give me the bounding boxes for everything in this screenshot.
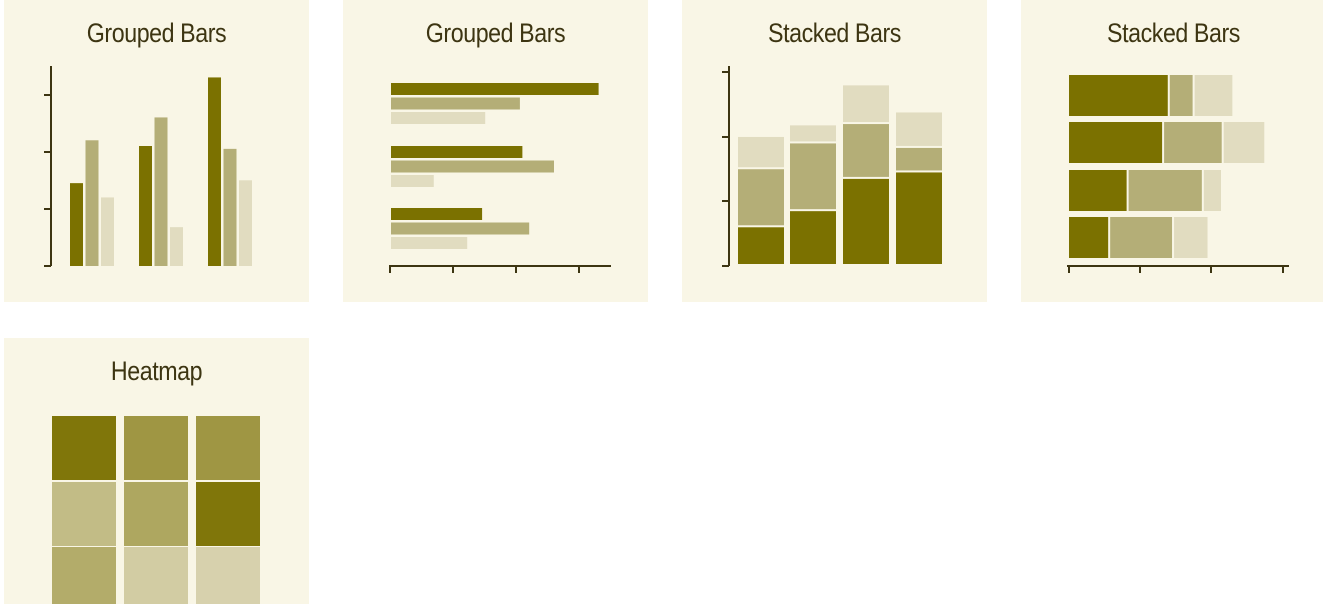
bar-segment xyxy=(1069,170,1127,211)
bar xyxy=(391,175,434,187)
bar xyxy=(101,197,114,266)
heatmap-cell xyxy=(196,416,260,480)
bar xyxy=(239,180,252,266)
grouped-vertical-bar-chart xyxy=(44,66,252,267)
bar-segment xyxy=(1194,75,1233,116)
bar-segment xyxy=(738,136,784,168)
bar-segment xyxy=(738,169,784,226)
heatmap-cell xyxy=(124,547,188,604)
bar-segment xyxy=(790,211,836,264)
bar-segment xyxy=(1069,122,1163,163)
bar-segment xyxy=(1128,170,1202,211)
bar-segment xyxy=(896,172,942,264)
bar-segment xyxy=(1169,75,1193,116)
bar xyxy=(208,77,221,266)
chart-title: Stacked Bars xyxy=(1107,18,1240,48)
bar-segment xyxy=(1223,122,1265,163)
bar xyxy=(154,117,168,266)
bar xyxy=(391,237,468,249)
chart-card-2: Grouped Bars xyxy=(343,0,648,302)
chart-card-1: Grouped Bars xyxy=(4,0,309,302)
bar-segment xyxy=(896,147,942,171)
stacked-horizontal-bar-chart xyxy=(1067,75,1289,273)
bar-segment xyxy=(896,112,942,146)
bar xyxy=(85,140,99,266)
heatmap-cell xyxy=(124,416,188,480)
bar-segment xyxy=(1164,122,1222,163)
bar-segment xyxy=(843,178,889,264)
bar-segment xyxy=(1203,170,1221,211)
bar-segment xyxy=(843,124,889,177)
chart-card-5: Heatmap xyxy=(4,338,309,604)
heatmap-cell xyxy=(52,416,116,480)
chart-card-3: Stacked Bars xyxy=(682,0,987,302)
bar-segment xyxy=(1110,217,1173,258)
heatmap-cell xyxy=(196,547,260,604)
bar xyxy=(391,83,599,95)
bar xyxy=(391,160,554,173)
bar-segment xyxy=(1174,217,1208,258)
bar xyxy=(139,146,152,266)
bar-segment xyxy=(790,143,836,210)
stacked-vertical-bar-chart xyxy=(722,66,942,267)
heatmap-cell xyxy=(52,547,116,604)
heatmap-cell xyxy=(124,482,188,546)
bar-segment xyxy=(1069,75,1168,116)
bar xyxy=(170,227,183,266)
heatmap-chart xyxy=(52,416,260,604)
bar-segment xyxy=(738,227,784,264)
chart-title: Stacked Bars xyxy=(768,18,901,48)
chart-title: Heatmap xyxy=(110,356,203,386)
bar-segment xyxy=(1069,217,1109,258)
bar xyxy=(391,146,523,158)
bar-segment xyxy=(790,125,836,142)
bar-segment xyxy=(843,85,889,123)
bar xyxy=(391,208,483,220)
chart-card-4: Stacked Bars xyxy=(1021,0,1323,302)
bar xyxy=(223,148,237,266)
bar xyxy=(391,97,520,110)
grouped-horizontal-bar-chart xyxy=(389,83,611,273)
heatmap-cell xyxy=(196,482,260,546)
chart-title: Grouped Bars xyxy=(86,18,227,48)
bar xyxy=(70,183,83,266)
bar xyxy=(391,112,486,124)
chart-title: Grouped Bars xyxy=(425,18,566,48)
bar xyxy=(391,222,530,235)
heatmap-cell xyxy=(52,482,116,546)
